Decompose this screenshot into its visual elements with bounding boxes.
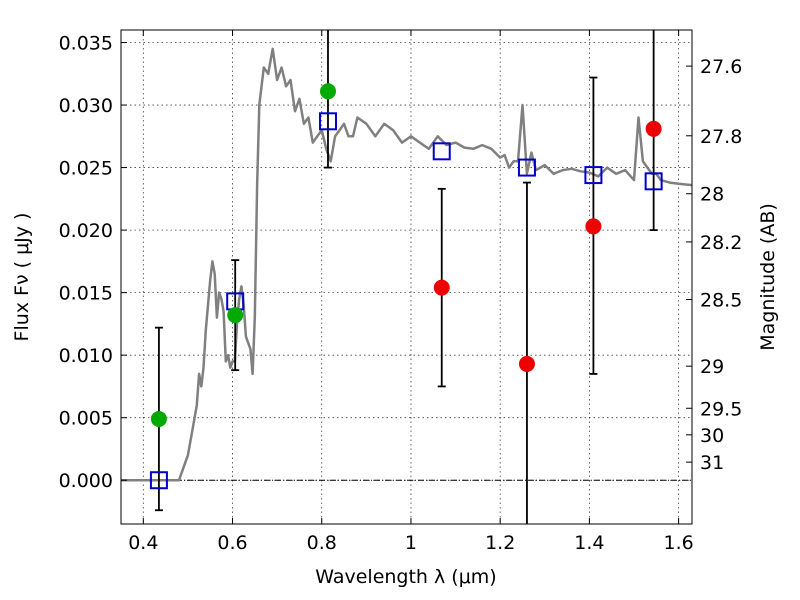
y-tick-label: 0.020 [59,220,113,242]
upper-limit-point [518,355,535,372]
x-tick-label: 0.6 [217,532,247,554]
grid-lines [121,30,692,524]
upper-limit-point [585,218,602,235]
y-tick-label: 0.005 [59,408,113,430]
y2-tick-label: 27.8 [700,126,742,148]
y2-tick-label: 28.5 [700,289,742,311]
y2-tick-label: 28 [700,184,724,206]
y2-tick-label: 27.6 [700,56,742,78]
y2-axis-ticks: 27.6 27.8 28 28.2 28.5 29 29.5 30 31 [686,56,742,474]
model-spectrum-line [121,47,692,482]
model-photometry-point [318,112,337,131]
x-tick-label: 1.6 [664,532,694,554]
y-tick-label: 0.000 [59,470,113,492]
y2-tick-label: 28.2 [700,232,742,254]
y2-tick-label: 31 [700,452,724,474]
plot-area [121,30,692,524]
plot-frame [120,29,693,525]
y2-tick-label: 30 [700,425,724,447]
model-photometry-squares [149,112,663,490]
y-axis-ticks: 0.000 0.005 0.010 0.015 0.020 0.025 0.030 0.035 [59,33,127,492]
upper-limit-point [645,120,662,137]
x-tick-label: 0.4 [128,532,158,554]
model-photometry-point [517,158,536,177]
y2-tick-label: 29.5 [700,398,742,420]
y-tick-label: 0.035 [59,33,113,55]
upper-limit-point [433,279,450,296]
errorbars [154,30,658,524]
y-tick-label: 0.015 [59,283,113,305]
x-axis-ticks: 0.4 0.6 0.8 1 1.2 1.4 1.6 [128,30,694,554]
model-spectrum [121,47,692,482]
y2-tick-label: 29 [700,356,724,378]
x-tick-label: 1 [405,532,417,554]
y-tick-label: 0.010 [59,345,113,367]
x-tick-label: 0.8 [307,532,337,554]
model-photometry-point [432,142,451,161]
x-tick-label: 1.4 [574,532,604,554]
model-photometry-point [644,172,663,191]
detection-point [227,307,244,324]
x-tick-label: 1.2 [485,532,515,554]
observed-points [150,83,662,427]
detection-point [150,410,167,427]
y-tick-label: 0.025 [59,158,113,180]
y-tick-label: 0.030 [59,95,113,117]
y2-axis-title: Magnitude (AB) [757,203,779,351]
x-axis-title: Wavelength λ (μm) [315,566,496,588]
y-axis-title: Flux Fν ( μJy ) [11,213,33,342]
model-photometry-point [149,471,168,490]
detection-point [319,83,336,100]
model-photometry-point [584,166,603,185]
